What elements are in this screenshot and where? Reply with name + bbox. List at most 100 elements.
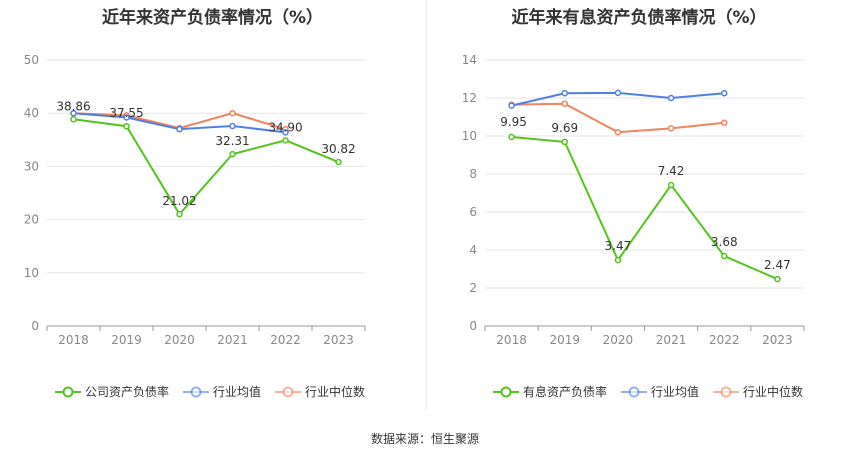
- y-tick-label: 12: [462, 91, 477, 105]
- data-point: [335, 158, 342, 166]
- chart-panel-left: 近年来资产负债率情况（%） 0 10 20 30 40 50 2018 2019 2020 202…: [0, 0, 425, 410]
- data-label: 34.90: [268, 120, 302, 134]
- x-tick-label: 2021: [217, 333, 248, 347]
- y-tick-label: 4: [469, 243, 477, 257]
- chart-title: 近年来资产负债率情况（%）: [101, 8, 324, 28]
- legend-dot: [500, 386, 512, 397]
- data-label: 2.47: [764, 258, 791, 272]
- legend-label: 公司资产负债率: [85, 385, 170, 399]
- legend-label: 行业中位数: [743, 385, 804, 399]
- data-point: [123, 122, 130, 130]
- x-tick-label: 2019: [111, 333, 142, 347]
- x-tick-label: 2020: [164, 333, 195, 347]
- x-tick-label: 2018: [496, 333, 527, 347]
- data-point: [721, 90, 728, 97]
- x-tick-label: 2023: [762, 333, 793, 347]
- x-tick-label: 2018: [58, 333, 89, 347]
- legend-marker-icon: [183, 386, 210, 397]
- series-line: [73, 118, 339, 216]
- data-label: 3.47: [605, 239, 632, 253]
- legend-label: 行业中位数: [305, 385, 366, 399]
- data-label: 3.68: [711, 235, 738, 249]
- legend-marker-icon: [713, 386, 740, 397]
- legend-dot: [720, 386, 732, 397]
- y-tick-label: 10: [24, 266, 39, 280]
- legend-dot: [62, 386, 74, 397]
- data-label: 9.95: [500, 115, 527, 129]
- x-tick-label: 2019: [549, 333, 580, 347]
- data-label: 37.55: [109, 106, 143, 120]
- legend-marker-icon: [493, 386, 519, 397]
- data-point: [508, 133, 515, 141]
- data-point: [561, 90, 568, 97]
- y-tick-label: 10: [462, 129, 477, 143]
- legend-label: 行业均值: [213, 385, 262, 399]
- data-point: [721, 252, 728, 260]
- line-chart-debt-ratio: 0 10 20 30 40 50 2018 2019 2020 2021 2022 2023 38.86…: [24, 53, 366, 347]
- data-point: [721, 119, 728, 126]
- legend-marker-icon: [621, 386, 648, 397]
- y-tick-label: 14: [462, 53, 477, 67]
- data-point: [667, 181, 675, 189]
- legend-label: 有息资产负债率: [523, 385, 608, 399]
- panel-divider: [426, 0, 427, 410]
- legend-dot: [628, 386, 640, 397]
- data-point: [614, 256, 622, 264]
- legend-marker-icon: [55, 386, 81, 397]
- legend-item[interactable]: 有息资产负债率: [493, 383, 607, 400]
- data-point: [282, 137, 289, 144]
- data-point: [70, 116, 77, 123]
- x-tick-label: 2021: [656, 333, 687, 347]
- series-line: [511, 135, 778, 280]
- legend-item[interactable]: 行业均值: [183, 383, 261, 400]
- data-label: 21.02: [162, 194, 196, 208]
- legend-marker-icon: [275, 386, 302, 397]
- legend-dot: [282, 386, 294, 397]
- data-source-note: 数据来源：恒生聚源: [370, 432, 479, 446]
- data-point: [229, 109, 236, 117]
- y-tick-label: 20: [24, 213, 39, 227]
- data-point: [229, 150, 236, 158]
- data-point: [176, 125, 183, 133]
- legend-label: 行业均值: [651, 385, 700, 399]
- y-tick-label: 0: [31, 319, 39, 333]
- x-tick-label: 2020: [603, 333, 634, 347]
- y-tick-label: 2: [469, 281, 477, 295]
- data-label: 30.82: [321, 142, 355, 156]
- data-point: [561, 100, 568, 107]
- y-tick-label: 0: [469, 319, 477, 333]
- data-point: [229, 122, 236, 130]
- y-tick-label: 50: [24, 53, 39, 67]
- y-tick-label: 40: [24, 106, 39, 120]
- chart-legend: 有息资产负债率 行业均值 行业中位数: [493, 383, 817, 400]
- data-point: [282, 129, 289, 136]
- legend-item[interactable]: 行业中位数: [275, 383, 365, 400]
- chart-legend: 公司资产负债率 行业均值 行业中位数: [55, 383, 379, 400]
- data-point: [774, 275, 781, 283]
- data-point: [667, 94, 675, 102]
- x-tick-label: 2022: [709, 333, 740, 347]
- legend-item[interactable]: 行业中位数: [713, 383, 803, 400]
- line-chart-interest-debt-ratio: 0 2 4 6 8 10 12 14 2018 2019 2020 2021 2022 2023 9.95 9…: [462, 53, 805, 347]
- x-tick-label: 2022: [270, 333, 301, 347]
- data-label: 7.42: [658, 164, 685, 178]
- chart-title: 近年来有息资产负债率情况（%）: [511, 8, 767, 28]
- y-tick-label: 8: [469, 167, 477, 181]
- data-point: [70, 109, 77, 117]
- data-point: [614, 89, 622, 97]
- data-point: [508, 102, 515, 109]
- x-tick-label: 2023: [323, 333, 354, 347]
- legend-item[interactable]: 公司资产负债率: [55, 383, 169, 400]
- data-label: 38.86: [56, 99, 90, 113]
- data-label: 9.69: [551, 121, 578, 135]
- y-tick-label: 6: [469, 205, 477, 219]
- series-line: [511, 102, 725, 134]
- data-label: 32.31: [215, 134, 249, 148]
- data-point: [667, 125, 675, 132]
- chart-panel-right: 近年来有息资产负债率情况（%） 0 2 4 6 8 10 12 14 2018 2019 2020 2…: [428, 0, 850, 410]
- legend-item[interactable]: 行业均值: [621, 383, 699, 400]
- data-point: [123, 114, 130, 121]
- data-point: [614, 128, 622, 136]
- data-point: [561, 138, 568, 146]
- data-point: [176, 210, 183, 218]
